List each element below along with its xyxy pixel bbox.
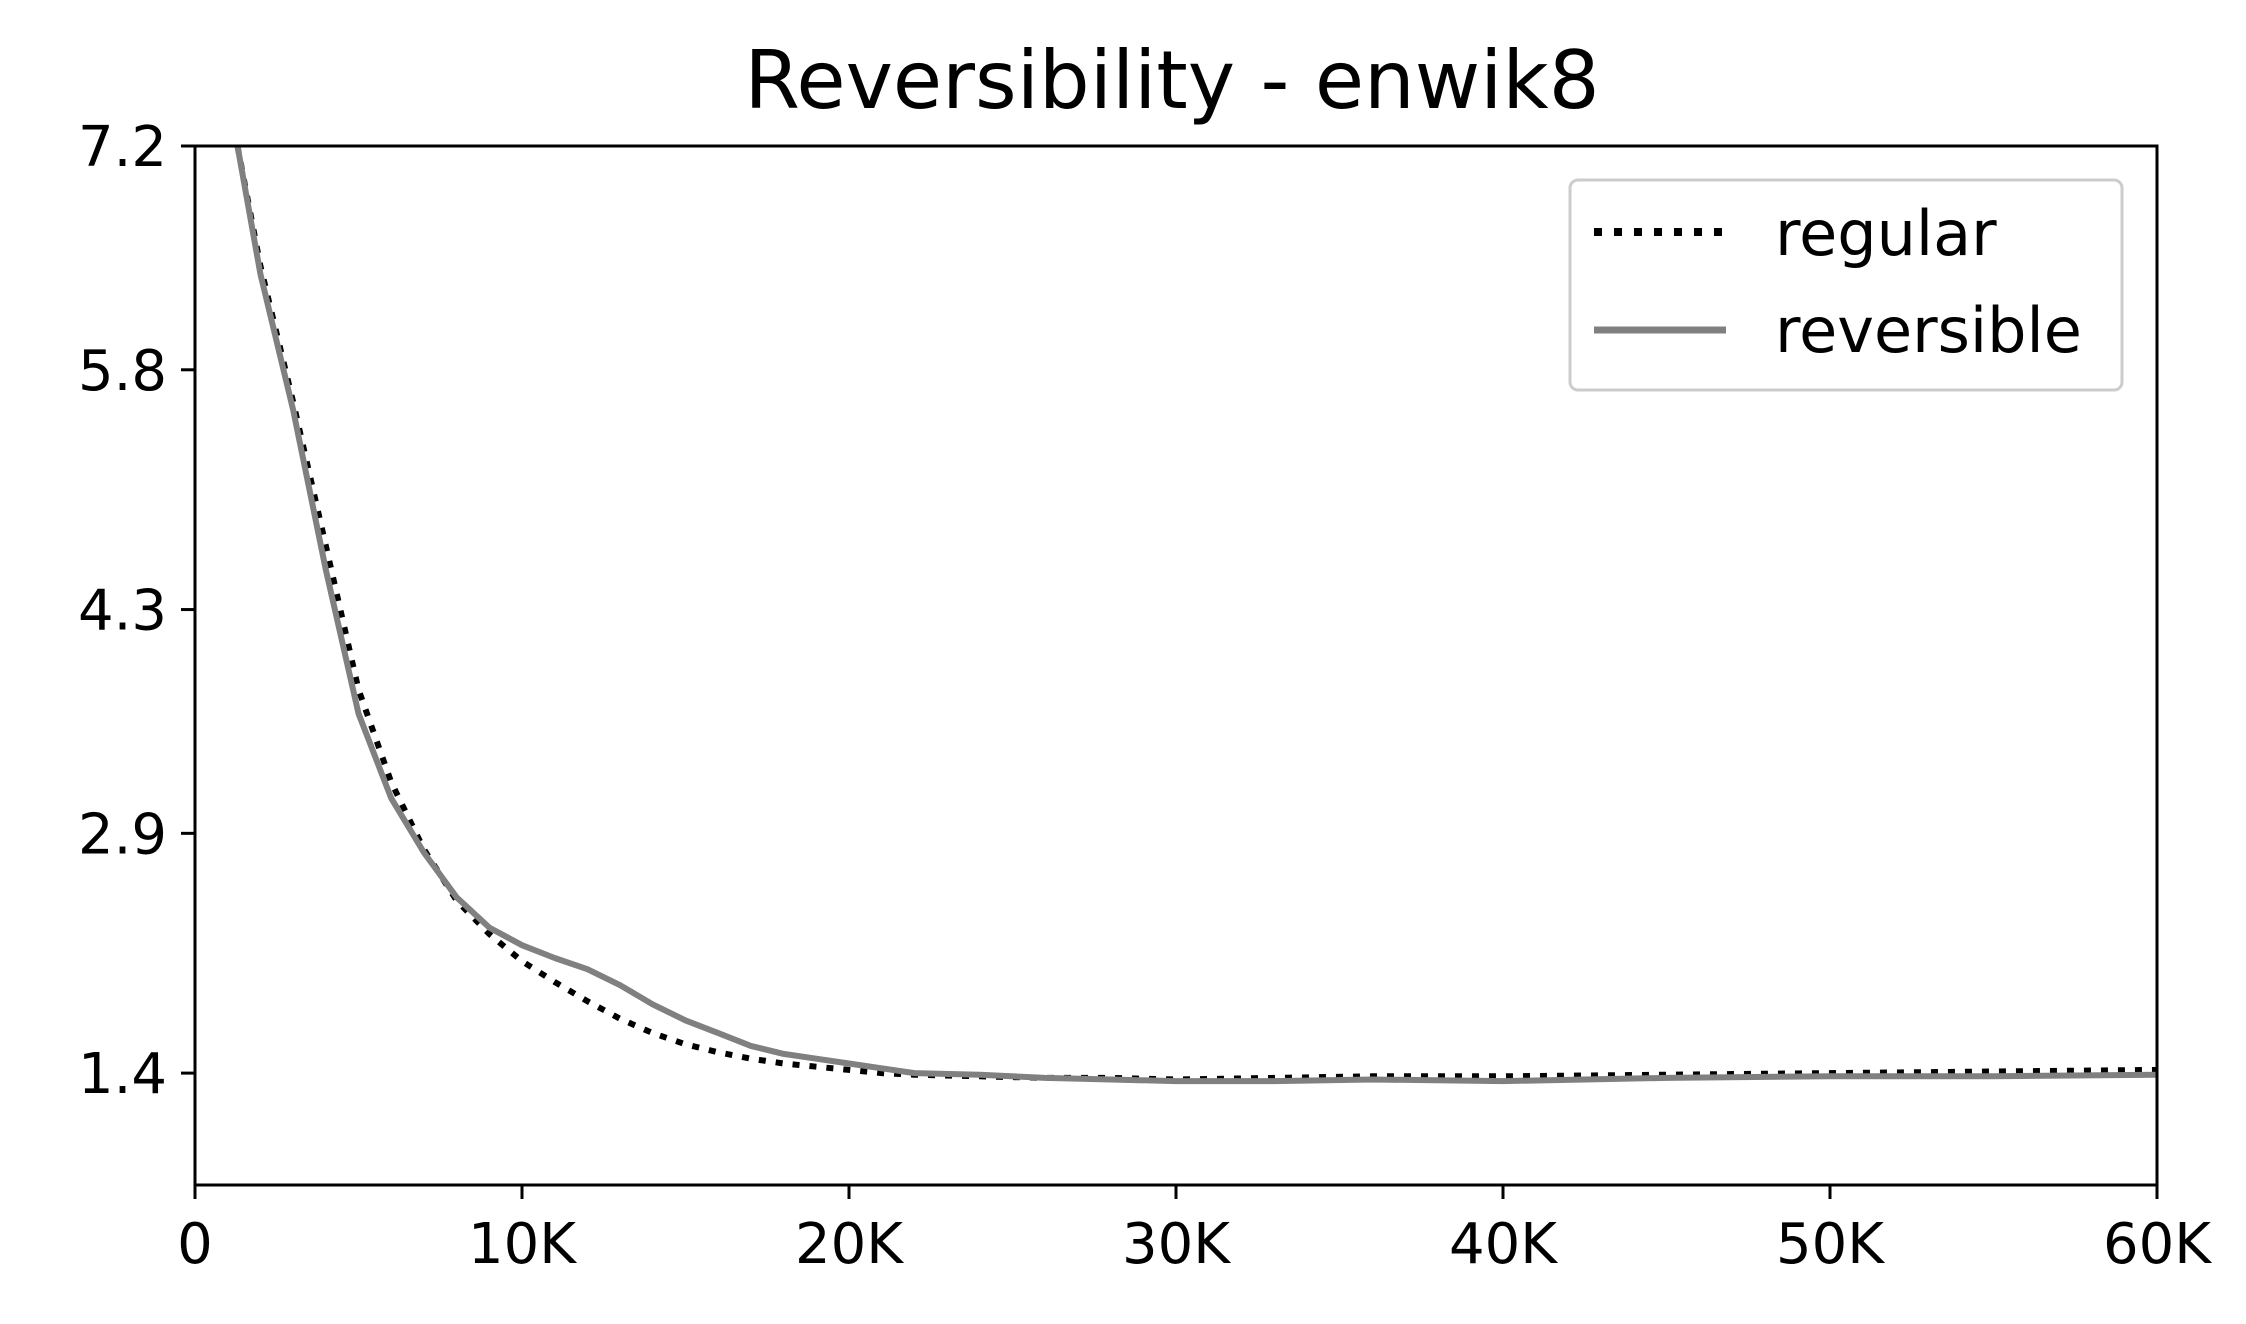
legend-label-reversible: reversible (1775, 294, 2082, 367)
x-tick-label-2: 20K (795, 1212, 904, 1277)
x-ticks: 0 10K 20K 30K 40K 50K 60K (177, 1185, 2212, 1277)
series-line-regular (234, 146, 2157, 1083)
x-tick-label-0: 0 (177, 1212, 213, 1277)
y-tick-label-2: 4.3 (78, 579, 167, 644)
y-tick-label-0: 1.4 (78, 1042, 167, 1107)
x-tick-label-5: 50K (1776, 1212, 1885, 1277)
y-tick-label-3: 5.8 (78, 339, 167, 404)
plot-series (234, 146, 2157, 1085)
chart-title: Reversibility - enwik8 (744, 34, 1599, 127)
legend-label-regular: regular (1775, 197, 1997, 270)
y-tick-label-4: 7.2 (78, 115, 167, 180)
x-tick-label-4: 40K (1449, 1212, 1558, 1277)
y-ticks: 1.4 2.9 4.3 5.8 7.2 (78, 115, 195, 1107)
y-tick-label-1: 2.9 (78, 802, 167, 867)
plot-frame (193, 144, 2159, 1187)
legend-box (1568, 178, 2124, 392)
x-tick-label-6: 60K (2103, 1212, 2212, 1277)
x-tick-label-1: 10K (468, 1212, 577, 1277)
legend: regular reversible (1568, 178, 2124, 392)
x-tick-label-3: 30K (1122, 1212, 1231, 1277)
series-line-reversible (234, 146, 2157, 1085)
